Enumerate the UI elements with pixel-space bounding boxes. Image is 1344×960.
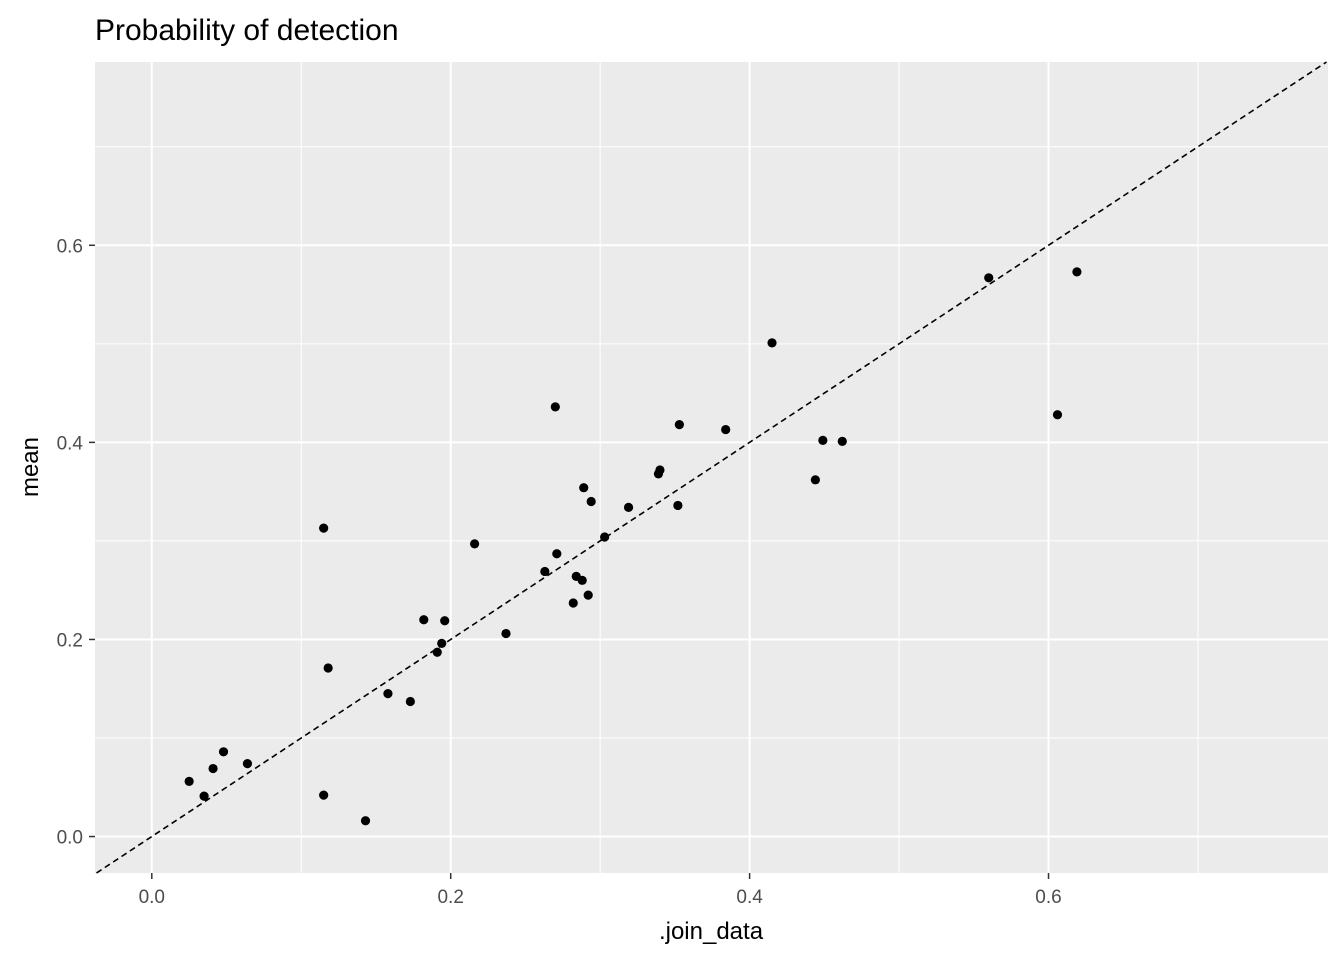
data-point — [586, 496, 596, 507]
x-axis-label: .join_data — [659, 918, 764, 945]
reference-line-group — [96, 61, 1327, 874]
y-tick-label: 0.0 — [57, 828, 83, 849]
data-points — [184, 267, 1082, 826]
data-point — [218, 747, 229, 757]
y-tick-label: 0.4 — [57, 433, 84, 454]
y-axis-ticks: 0.0 0.2 0.4 0.6 — [57, 236, 95, 849]
data-point — [208, 763, 218, 774]
data-point — [440, 616, 450, 626]
data-point — [432, 647, 442, 657]
data-point — [1072, 267, 1082, 277]
data-point — [767, 338, 777, 348]
data-point — [583, 590, 593, 600]
data-point — [405, 696, 415, 707]
data-point — [837, 436, 847, 446]
chart-title: Probability of detection — [95, 14, 399, 47]
data-point — [810, 475, 820, 485]
data-point — [199, 791, 209, 801]
data-point — [437, 638, 447, 648]
data-point — [184, 776, 194, 786]
x-tick-label: 0.2 — [437, 887, 463, 908]
x-tick-label: 0.0 — [139, 887, 165, 908]
data-point — [550, 402, 560, 412]
data-point — [721, 424, 731, 435]
x-tick-label: 0.6 — [1035, 887, 1061, 908]
x-tick-label: 0.4 — [736, 887, 763, 908]
data-point — [540, 566, 550, 577]
reference-line — [96, 61, 1327, 874]
data-point — [323, 663, 333, 673]
data-point — [552, 549, 562, 559]
data-point — [673, 500, 683, 511]
data-point — [501, 628, 511, 639]
data-point — [818, 435, 828, 446]
data-point — [470, 539, 480, 549]
data-point — [319, 523, 329, 533]
data-point — [1052, 410, 1063, 420]
data-point — [568, 598, 578, 608]
data-point — [579, 483, 589, 493]
y-tick-label: 0.2 — [57, 630, 83, 651]
data-point — [984, 273, 994, 283]
x-axis-ticks: 0.0 0.2 0.4 0.6 — [139, 873, 1062, 908]
data-point — [655, 465, 665, 475]
y-axis-label: mean — [17, 437, 44, 497]
data-point — [674, 420, 684, 430]
data-point — [242, 759, 253, 769]
data-point — [319, 790, 329, 800]
data-point — [623, 502, 634, 513]
data-point — [419, 615, 429, 625]
y-tick-label: 0.6 — [57, 236, 83, 257]
major-gridlines — [95, 62, 1328, 873]
minor-gridlines — [95, 62, 1328, 873]
data-point — [360, 816, 371, 826]
data-point — [600, 532, 610, 542]
data-point — [383, 689, 393, 699]
data-point — [577, 575, 587, 585]
